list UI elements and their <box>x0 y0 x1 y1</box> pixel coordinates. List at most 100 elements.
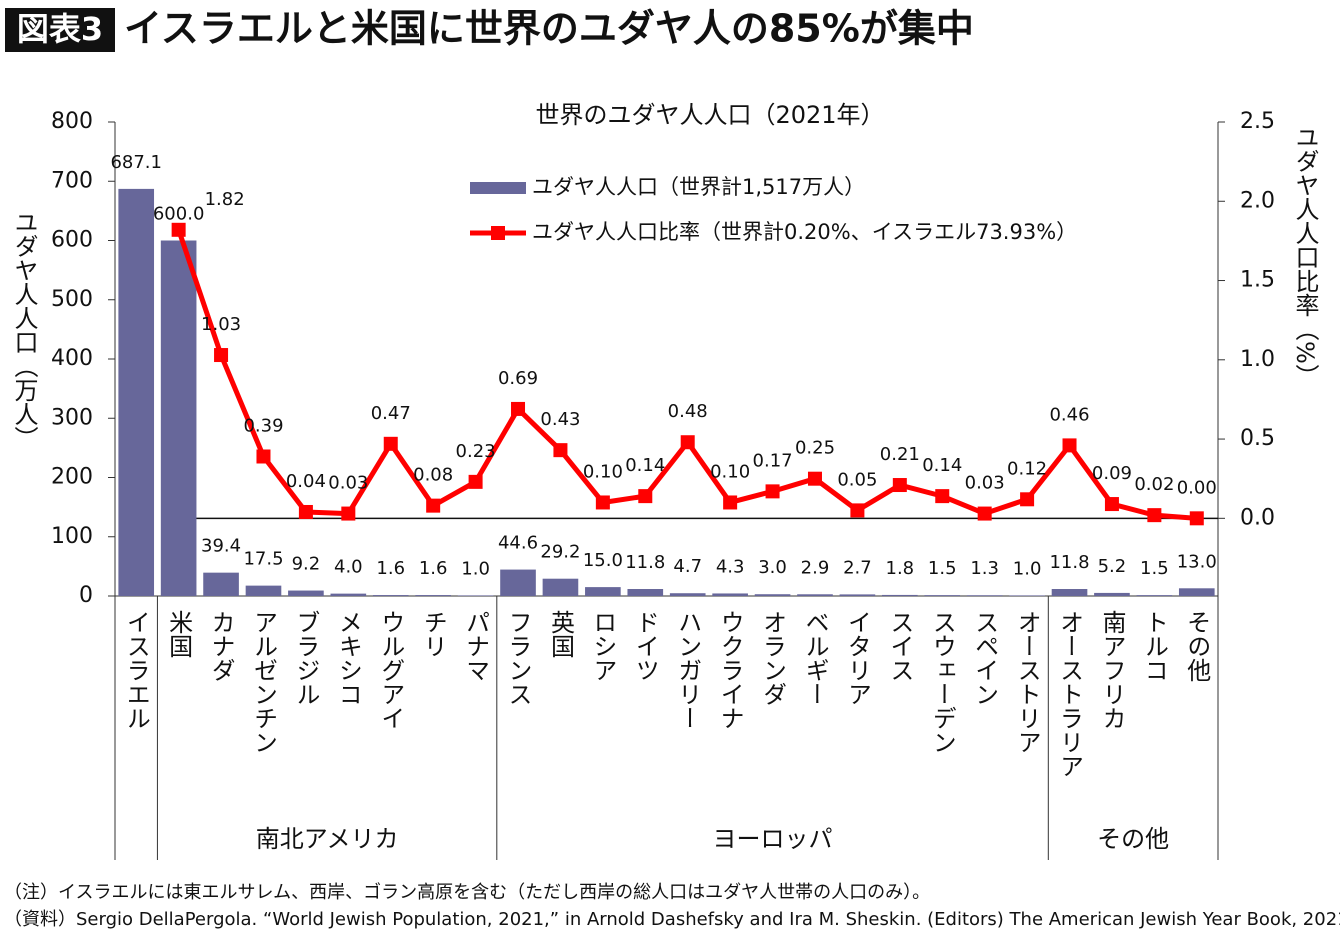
legend-swatch <box>491 226 505 240</box>
bar-value-label: 13.0 <box>1177 551 1217 572</box>
bar <box>797 594 833 596</box>
line-value-label: 0.03 <box>965 473 1005 494</box>
bar-value-label: 9.2 <box>292 554 321 575</box>
line-marker <box>553 443 568 458</box>
bar-value-label: 2.7 <box>843 557 872 578</box>
line-marker <box>892 478 907 493</box>
bar <box>1094 592 1130 596</box>
x-tick-label: 英国 <box>546 610 574 658</box>
line-value-label: 0.43 <box>540 409 580 430</box>
y-tick-label: 700 <box>51 168 93 193</box>
line-value-label: 0.25 <box>795 438 835 459</box>
legend-label: ユダヤ人人口比率（世界計0.20%、イスラエル73.93%） <box>532 220 1077 244</box>
line-value-label: 0.14 <box>922 455 962 476</box>
line-value-label: 0.03 <box>328 473 368 494</box>
bar <box>500 569 536 596</box>
chart-title: 世界のユダヤ人人口（2021年） <box>535 101 884 129</box>
bar <box>118 188 155 596</box>
bar <box>330 593 367 596</box>
bar <box>160 240 197 596</box>
bar <box>1051 589 1088 596</box>
x-tick-label: イタリア <box>843 610 871 706</box>
line-marker <box>426 498 441 513</box>
line-marker <box>383 436 398 451</box>
line-marker <box>723 495 738 510</box>
line-value-label: 0.21 <box>880 444 920 465</box>
line-marker <box>595 495 610 510</box>
line-marker <box>341 506 356 521</box>
bar <box>1009 595 1045 596</box>
line-marker <box>214 348 229 363</box>
y2-tick-label: 0.0 <box>1240 505 1275 530</box>
x-tick-label: スウェーデン <box>928 610 956 754</box>
bar-value-label: 687.1 <box>110 152 162 173</box>
y-tick-label: 300 <box>51 405 93 430</box>
line-value-label: 0.17 <box>753 450 793 471</box>
x-tick-label: ウルグアイ <box>377 610 405 730</box>
bar <box>712 593 748 596</box>
bar-value-label: 1.0 <box>461 558 490 579</box>
y-axis-label: ユダヤ人人口（万人） <box>10 210 38 450</box>
bar-value-label: 1.0 <box>1013 558 1042 579</box>
y-tick-label: 500 <box>51 287 93 312</box>
y-tick-label: 200 <box>51 465 93 490</box>
y-tick-label: 400 <box>51 346 93 371</box>
bar <box>372 595 409 596</box>
x-tick-label: スイス <box>886 610 914 682</box>
line-marker <box>807 471 822 486</box>
bar-value-label: 5.2 <box>1098 556 1127 577</box>
y2-tick-label: 1.5 <box>1240 268 1275 293</box>
line-value-label: 0.39 <box>243 415 283 436</box>
y2-axis-label: ユダヤ人人口比率（%） <box>1291 125 1319 388</box>
line-marker <box>1189 511 1204 526</box>
bar <box>966 595 1003 596</box>
bar-value-label: 1.8 <box>886 558 915 579</box>
y2-tick-label: 0.5 <box>1240 426 1275 451</box>
line-value-label: 0.46 <box>1049 404 1089 425</box>
line-marker <box>171 222 186 237</box>
bar-value-label: 29.2 <box>540 542 580 563</box>
line-marker <box>1104 497 1119 512</box>
x-tick-label: カナダ <box>207 610 235 682</box>
x-tick-label: パナマ <box>462 610 490 682</box>
x-tick-label: 南アフリカ <box>1098 610 1126 730</box>
bar-value-label: 600.0 <box>153 204 205 225</box>
bar <box>754 594 791 596</box>
group-label: 南北アメリカ <box>256 825 399 853</box>
bar-value-label: 1.5 <box>928 558 957 579</box>
line-marker <box>511 401 526 416</box>
bar-value-label: 4.3 <box>716 556 745 577</box>
line-marker <box>256 449 271 464</box>
y-tick-label: 600 <box>51 228 93 253</box>
bar-value-label: 1.6 <box>419 558 448 579</box>
line-value-label: 0.05 <box>837 469 877 490</box>
x-tick-label: オーストリア <box>1013 610 1041 754</box>
bar-value-label: 11.8 <box>625 552 665 573</box>
x-tick-label: オーストラリア <box>1056 610 1084 778</box>
line-value-label: 0.04 <box>286 471 326 492</box>
line-value-label: 0.47 <box>371 403 411 424</box>
bar-value-label: 3.0 <box>758 557 787 578</box>
x-tick-label: スペイン <box>971 610 999 706</box>
line-marker <box>638 489 653 504</box>
y-tick-label: 0 <box>79 583 93 608</box>
x-tick-label: ブラジル <box>292 610 320 706</box>
bar <box>415 595 451 596</box>
bar <box>924 595 961 596</box>
bar <box>203 572 239 596</box>
line-value-label: 0.02 <box>1134 474 1174 495</box>
group-label: ヨーロッパ <box>713 825 833 853</box>
group-label: その他 <box>1097 825 1169 853</box>
line-value-label: 1.82 <box>205 189 245 210</box>
bar-value-label: 4.7 <box>673 556 702 577</box>
y2-tick-label: 2.5 <box>1240 109 1275 134</box>
line-value-label: 0.10 <box>710 461 750 482</box>
line-marker <box>680 435 695 450</box>
bar <box>1178 588 1215 596</box>
line-marker <box>298 504 313 519</box>
x-tick-label: ドイツ <box>631 610 659 682</box>
bar <box>585 587 621 596</box>
line-value-label: 1.03 <box>201 314 241 335</box>
line-value-label: 0.00 <box>1177 477 1217 498</box>
